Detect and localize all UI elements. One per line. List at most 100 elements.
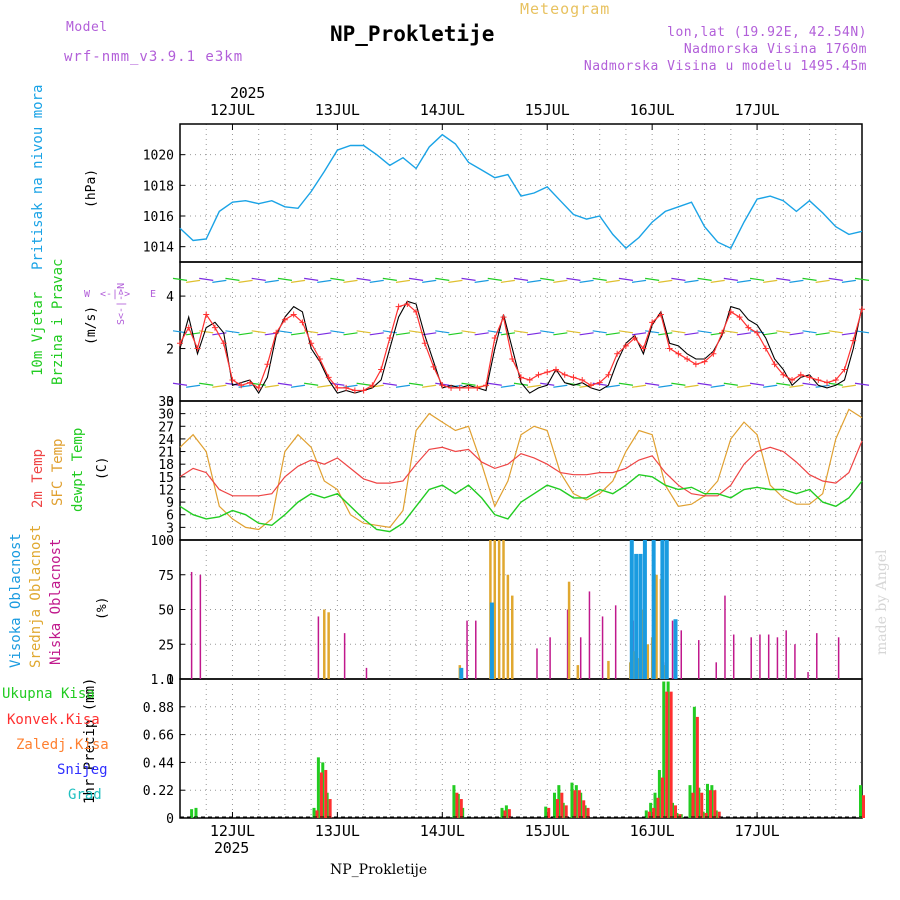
wind-arrow [172,382,188,386]
wind-gust-marker [684,356,691,363]
wind-arrow [382,382,397,386]
wind-gust-marker [281,316,288,323]
wind-gust-marker [360,387,367,394]
panel-frame [179,678,863,819]
wind-gust-marker [203,311,210,318]
wind-gust-marker [526,377,533,384]
cloud-bar-niska [671,620,674,679]
precip-bar-total [544,806,548,818]
wind-arrow [854,382,870,386]
day-label-bottom: 16JUL [630,822,675,840]
cloud-bar-niska [724,595,726,679]
wind-arrow [356,277,371,281]
precip-bar-total [190,809,194,818]
cloud-bar-visoka [634,553,639,679]
wind-arrow [527,384,542,388]
y-tick-label: 0.44 [143,756,174,771]
precip-bar-convective [708,790,712,818]
precip-bar-convective [319,772,323,818]
compass-e: E [150,289,157,300]
cloud-bar-visoka [660,540,665,679]
wind-arrow [854,277,870,281]
wind-arrow [277,382,293,386]
wind-arrow [212,384,227,388]
wind-arrow [828,277,843,281]
day-label-bottom: 13JUL [315,822,360,840]
y-tick-label: 15 [158,471,174,486]
y-tick-label: 1.1 [151,673,174,688]
cloud-bar-niska [697,640,700,679]
wind-arrow [841,332,856,336]
compass-arrows: <-|-> [100,289,131,300]
wind-arrow [540,277,555,281]
cloud-bar-srednja [327,612,330,679]
precip-bar-convective [555,799,559,818]
cloud-bar-niska [343,633,346,679]
precip-bar-total [705,783,709,818]
y-tick-label: 9 [166,496,174,511]
wind-gust-marker [850,337,857,344]
wind-arrow [395,384,411,388]
wind-arrow [618,382,634,386]
cloud-bar-niska [588,591,591,679]
cloud-bar-visoka [459,667,464,679]
day-label-top: 13JUL [315,101,360,119]
wind-arrow [513,330,529,334]
wind-arrow [671,382,686,386]
wind-arrow [527,279,542,283]
cloud-bar-niska [715,662,717,679]
wind-arrow [382,277,397,281]
wind-gust-marker [736,314,743,321]
cloud-bar-niska [759,634,761,679]
wind-arrow [776,277,791,281]
wind-gust-marker [815,377,822,384]
wind-gust-marker [177,340,183,347]
wind-arrow [500,279,515,283]
wind-arrow [789,332,804,336]
cloud-bar-srednja [506,574,510,679]
wind-gust-marker [692,361,699,368]
precip-bar-convective [704,812,708,818]
wind-arrow [199,277,214,281]
wind-arrow [710,279,725,283]
wind-arrow [487,382,502,386]
day-label-bottom: 14JUL [420,822,465,840]
wind-arrow [763,384,778,388]
wind-arrow [435,330,450,334]
cloud-bar-niska [190,571,193,679]
y-tick-label: 0.66 [143,729,174,744]
precip-bar-convective [564,805,568,818]
wind-arrow [684,332,699,336]
wind-arrow [828,330,843,334]
wind-arrow [461,382,476,386]
wind-arrow [448,332,463,336]
precip-bar-convective [455,792,459,818]
precip-bar-convective [665,691,669,818]
wind-gust-marker [719,329,726,336]
model-label: Model [66,20,108,35]
precip-bar-total [452,785,456,818]
cloud-bar-visoka [638,553,643,679]
wind-arrow [304,382,319,386]
wind-gust-marker [229,377,236,384]
footer-station: NP_Prokletije [330,862,428,878]
wind-arrow [763,332,778,336]
wind-gust-marker [824,379,831,386]
wind-arrow [474,332,489,336]
precip-bar-total [194,807,198,818]
wind-arrow [330,382,345,386]
cloud-bar-niska [614,605,617,679]
cloud-bar-srednja [607,660,610,679]
wind-speed-line [179,300,863,395]
precip-bar-total [312,807,316,818]
wind-arrow [605,279,620,283]
wind-arrow [802,382,817,386]
wind-gust-marker [404,300,411,307]
wind-arrow [343,332,358,336]
wind-arrow [212,279,227,283]
wind-arrow [290,332,306,336]
wind-gust-marker [631,335,638,342]
wind-arrow [527,332,542,336]
legend-zaledj: Zaledj.Kisa [16,737,109,753]
day-label-bottom: 12JUL [210,822,255,840]
